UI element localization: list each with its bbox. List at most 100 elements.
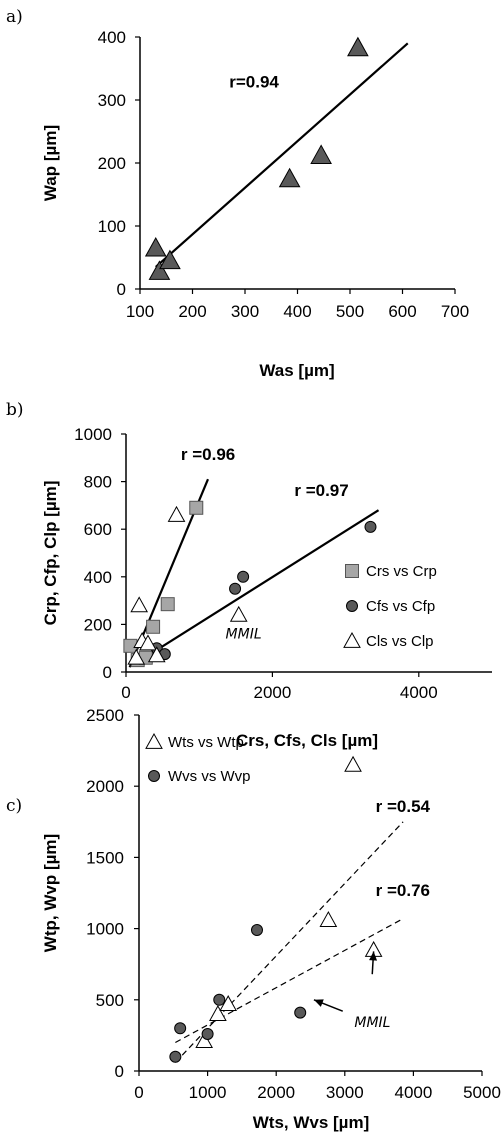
x-tick-label: 400 — [283, 302, 311, 321]
data-point — [139, 634, 157, 651]
series-0 — [144, 36, 369, 280]
y-tick-label: 600 — [84, 520, 112, 539]
data-point — [169, 1050, 182, 1063]
data-point — [189, 500, 204, 515]
data-point — [174, 1022, 187, 1035]
data-point — [237, 570, 250, 583]
legend-marker — [346, 600, 358, 612]
data-point — [146, 619, 161, 634]
data-point — [229, 582, 242, 595]
data-point — [347, 36, 369, 57]
legend-entry-label: Cfs vs Cfp — [366, 598, 435, 615]
legend-entry-label: Wvs vs Wvp — [168, 768, 251, 785]
x-tick-label: 1000 — [189, 1083, 227, 1102]
data-point — [127, 648, 146, 665]
annotation-label: MMIL — [354, 1015, 390, 1031]
data-point — [229, 605, 248, 622]
correlation-label: r =0.96 — [181, 445, 235, 464]
data-point — [310, 144, 332, 164]
y-tick-label: 1500 — [86, 848, 124, 867]
data-point — [130, 596, 149, 613]
data-point — [147, 646, 166, 663]
data-point — [144, 237, 167, 257]
panel-label: c) — [6, 796, 22, 816]
x-tick-label: 700 — [441, 302, 469, 321]
x-tick-label: 500 — [336, 302, 364, 321]
x-tick-label: 4000 — [394, 1083, 432, 1102]
y-tick-label: 0 — [115, 1062, 124, 1081]
legend-marker — [345, 564, 359, 578]
y-tick-label: 200 — [84, 615, 112, 634]
series-cls-vs-clp — [127, 505, 248, 665]
y-axis-title: Wap [µm] — [41, 125, 60, 201]
x-axis-title: Wts, Wvs [µm] — [253, 1113, 370, 1132]
legend-entry-label: Crs vs Crp — [366, 563, 437, 580]
y-axis-title: Wtp, Wvp [µm] — [41, 834, 60, 952]
y-axis-title: Crp, Cfp, Clp [µm] — [41, 481, 60, 626]
chart-panel-a: a)100 200 300 400 500 600 7000100200300400Was … — [6, 7, 469, 380]
y-tick-label: 200 — [98, 154, 126, 173]
annotation-arrowhead — [369, 951, 378, 961]
x-tick-label: 100 — [126, 302, 154, 321]
fit-line-2 — [175, 918, 404, 1044]
y-tick-label: 300 — [98, 91, 126, 110]
y-tick-label: 400 — [98, 28, 126, 47]
panel-label: a) — [6, 7, 23, 27]
correlation-label: r=0.94 — [229, 72, 279, 91]
legend: Crs vs Crp Cfs vs Cfp Cls vs Clp — [343, 563, 437, 650]
x-axis-title: Was [µm] — [259, 361, 334, 380]
data-point — [319, 911, 338, 927]
data-point — [219, 995, 238, 1011]
legend: Wts vs Wtp Wvs vs Wvp — [145, 732, 251, 785]
data-point — [160, 597, 175, 612]
annotation-label: MMIL — [226, 627, 262, 643]
data-point — [159, 249, 181, 270]
legend-marker — [343, 631, 361, 648]
x-tick-label: 2000 — [253, 683, 291, 702]
y-tick-label: 0 — [103, 663, 112, 682]
data-point — [344, 755, 362, 772]
series-wts-vs-wtp — [195, 755, 383, 1048]
data-point — [213, 993, 226, 1006]
y-tick-label: 500 — [96, 991, 124, 1010]
legend-marker — [145, 732, 163, 749]
data-point — [209, 1005, 227, 1021]
y-tick-label: 1000 — [74, 425, 112, 444]
x-tick-label: 4000 — [400, 683, 438, 702]
x-axis-title: Crs, Cfs, Cls [µm] — [236, 731, 378, 750]
data-point — [201, 1027, 214, 1040]
x-tick-label: 300 — [231, 302, 259, 321]
x-tick-label: 5000 — [463, 1083, 501, 1102]
x-tick-label: 3000 — [326, 1083, 364, 1102]
legend-entry-label: Wts vs Wtp — [168, 734, 244, 751]
y-tick-label: 0 — [117, 280, 126, 299]
y-tick-label: 1000 — [86, 920, 124, 939]
data-point — [167, 505, 186, 522]
x-tick-label: 600 — [388, 302, 416, 321]
data-point — [278, 167, 301, 188]
chart-panel-b: b) 0 2000 4000 0 200 400 600 800 1000 Crs, Cfs, Cl… — [6, 400, 492, 750]
series-wvs-vs-wvp — [169, 924, 307, 1063]
chart-panel-c: c) 0 1000 2000 3000 4000 5000 0 500 1000 1500 2000 2… — [6, 706, 501, 1132]
series-cfs-vs-cfp — [150, 520, 377, 661]
correlation-label: r =0.76 — [376, 881, 430, 900]
data-point — [294, 1006, 307, 1019]
y-tick-label: 2000 — [86, 777, 124, 796]
data-point — [195, 1032, 214, 1048]
fit-line-1 — [155, 42, 409, 268]
panel-label: b) — [6, 400, 24, 420]
y-tick-label: 400 — [84, 568, 112, 587]
correlation-label: r =0.54 — [376, 797, 431, 816]
data-point — [364, 520, 377, 533]
y-tick-label: 2500 — [86, 706, 124, 725]
correlation-label: r =0.97 — [294, 481, 348, 500]
legend-marker — [148, 770, 160, 782]
data-point — [250, 924, 263, 937]
fit-line-2 — [136, 509, 380, 664]
x-tick-label: 200 — [178, 302, 206, 321]
legend-entry-label: Cls vs Clp — [366, 633, 434, 650]
y-tick-label: 800 — [84, 473, 112, 492]
data-point — [148, 260, 171, 280]
annotation-arrowhead — [313, 999, 324, 1007]
